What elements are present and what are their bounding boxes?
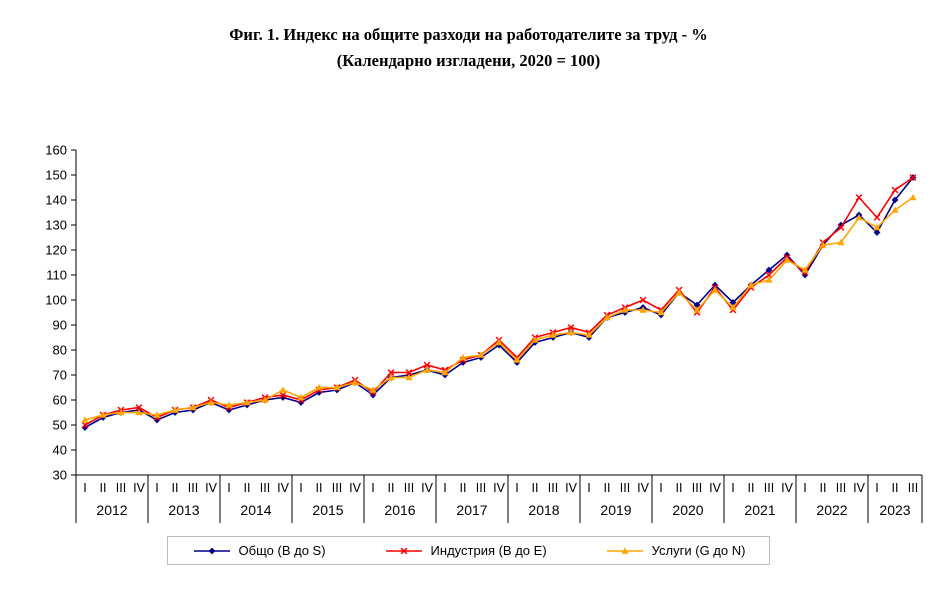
svg-text:IV: IV [349, 481, 361, 495]
svg-text:IV: IV [421, 481, 433, 495]
svg-text:80: 80 [53, 343, 67, 358]
svg-text:II: II [244, 481, 251, 495]
svg-text:II: II [100, 481, 107, 495]
svg-text:I: I [227, 481, 230, 495]
svg-text:160: 160 [45, 143, 67, 158]
svg-text:III: III [116, 481, 126, 495]
svg-text:2017: 2017 [456, 502, 487, 518]
svg-text:50: 50 [53, 418, 67, 433]
svg-text:2021: 2021 [744, 502, 775, 518]
svg-text:IV: IV [277, 481, 289, 495]
legend-marker-uslugi-icon [605, 545, 645, 557]
svg-text:I: I [371, 481, 374, 495]
svg-text:2019: 2019 [600, 502, 631, 518]
svg-text:I: I [803, 481, 806, 495]
svg-text:2012: 2012 [96, 502, 127, 518]
svg-text:II: II [748, 481, 755, 495]
svg-text:III: III [908, 481, 918, 495]
svg-text:III: III [260, 481, 270, 495]
svg-text:IV: IV [853, 481, 865, 495]
svg-text:III: III [548, 481, 558, 495]
svg-text:2016: 2016 [384, 502, 415, 518]
svg-text:IV: IV [133, 481, 145, 495]
svg-text:IV: IV [493, 481, 505, 495]
svg-text:IV: IV [709, 481, 721, 495]
svg-text:IV: IV [781, 481, 793, 495]
svg-text:100: 100 [45, 293, 67, 308]
svg-text:I: I [83, 481, 86, 495]
svg-text:2018: 2018 [528, 502, 559, 518]
svg-text:III: III [620, 481, 630, 495]
svg-text:II: II [820, 481, 827, 495]
svg-text:I: I [875, 481, 878, 495]
svg-text:III: III [836, 481, 846, 495]
svg-text:IV: IV [565, 481, 577, 495]
svg-text:I: I [731, 481, 734, 495]
svg-text:2013: 2013 [168, 502, 199, 518]
svg-text:III: III [764, 481, 774, 495]
legend-label-industria: Индустрия (B до E) [430, 543, 547, 559]
svg-text:90: 90 [53, 318, 67, 333]
svg-text:I: I [443, 481, 446, 495]
svg-text:40: 40 [53, 443, 67, 458]
svg-text:I: I [299, 481, 302, 495]
legend-item-uslugi: Услуги (G до N) [605, 543, 746, 559]
svg-text:2023: 2023 [879, 502, 910, 518]
legend-marker-industria-icon [384, 545, 424, 557]
svg-text:III: III [404, 481, 414, 495]
legend-item-industria: Индустрия (B до E) [384, 543, 547, 558]
svg-text:130: 130 [45, 218, 67, 233]
svg-text:I: I [659, 481, 662, 495]
legend-marker-obshto-icon [192, 545, 232, 557]
svg-text:IV: IV [637, 481, 649, 495]
svg-text:III: III [332, 481, 342, 495]
svg-text:140: 140 [45, 193, 67, 208]
svg-text:III: III [188, 481, 198, 495]
svg-text:70: 70 [53, 368, 67, 383]
svg-text:2020: 2020 [672, 502, 703, 518]
legend-label-uslugi: Услуги (G до N) [651, 543, 746, 559]
legend-label-obshto: Общо (B до S) [238, 543, 326, 559]
svg-text:IV: IV [205, 481, 217, 495]
svg-text:III: III [476, 481, 486, 495]
svg-text:II: II [460, 481, 467, 495]
svg-text:150: 150 [45, 168, 67, 183]
svg-text:II: II [172, 481, 179, 495]
svg-text:I: I [155, 481, 158, 495]
chart-legend: Общо (B до S) Индустрия (B до E) Услуги … [0, 536, 937, 566]
svg-text:II: II [676, 481, 683, 495]
svg-text:I: I [587, 481, 590, 495]
svg-text:2014: 2014 [240, 502, 271, 518]
chart-title-line2: (Календарно изгладени, 2020 = 100) [336, 50, 601, 70]
svg-text:60: 60 [53, 393, 67, 408]
svg-text:III: III [692, 481, 702, 495]
svg-text:II: II [532, 481, 539, 495]
svg-text:II: II [892, 481, 899, 495]
svg-text:30: 30 [53, 468, 67, 483]
svg-text:II: II [604, 481, 611, 495]
chart-title-line1: Фиг. 1. Индекс на общите разходи на рабо… [229, 25, 708, 44]
chart-legend-box: Общо (B до S) Индустрия (B до E) Услуги … [166, 536, 771, 566]
svg-text:110: 110 [46, 268, 67, 283]
chart-title: Фиг. 1. Индекс на общите разходи на рабо… [0, 0, 937, 73]
svg-text:2022: 2022 [816, 502, 847, 518]
svg-text:2015: 2015 [312, 502, 343, 518]
svg-text:II: II [316, 481, 323, 495]
legend-item-obshto: Общо (B до S) [192, 543, 326, 558]
svg-text:II: II [388, 481, 395, 495]
svg-text:I: I [515, 481, 518, 495]
svg-text:120: 120 [45, 243, 67, 258]
